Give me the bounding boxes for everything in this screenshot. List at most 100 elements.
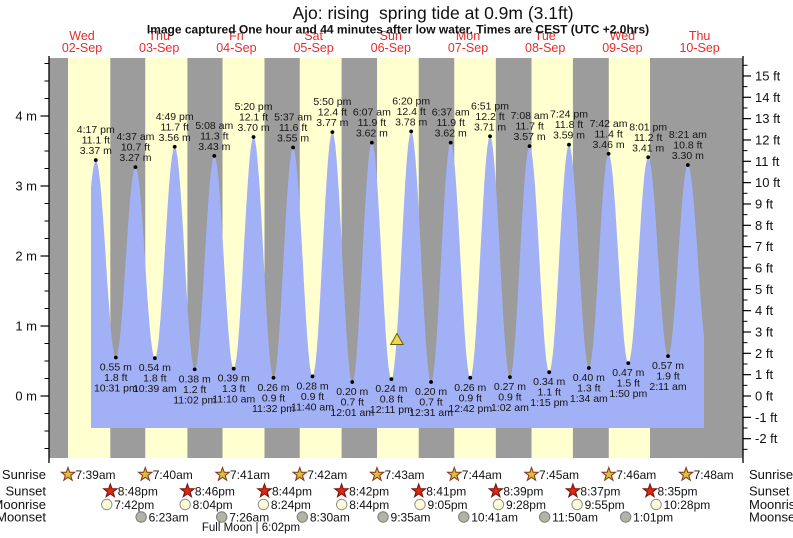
day-label: Fri 04-Sep: [216, 29, 256, 55]
tide-curve: [91, 131, 704, 428]
tide-point-dot: [567, 142, 571, 147]
moonset-row-label-left: Moonset: [0, 510, 46, 525]
day-label: Wed 02-Sep: [62, 29, 102, 55]
sunset-star-icon: [487, 482, 505, 499]
y-axis-right-tick-label: 11 ft: [755, 154, 780, 169]
y-axis-right-tick-label: 8 ft: [755, 218, 773, 233]
y-axis-right-tick-label: 10 ft: [755, 175, 781, 190]
high-tide-label: 6:37 am 11.9 ft 3.62 m: [432, 107, 470, 140]
moonrise-time: 9:05pm: [428, 498, 468, 512]
moonset-time: 10:41am: [471, 511, 518, 525]
full-moon-note: Full Moon | 6:02pm: [202, 522, 300, 534]
tide-point-dot: [389, 377, 394, 382]
tide-point-dot: [310, 374, 315, 379]
sunrise-time: 7:45am: [539, 468, 579, 482]
high-tide-label: 7:08 am 11.7 ft 3.57 m: [511, 110, 549, 143]
sunset-time: 8:46pm: [195, 485, 235, 499]
tide-point-dot: [172, 144, 177, 149]
sunrise-time: 7:44am: [462, 468, 502, 482]
tide-point-dot: [350, 380, 355, 384]
sun-moon-rows: Sunrise Sunrise 7:39am 7:40am 7:41am 7:42am 7:…: [0, 465, 793, 525]
y-axis-right-tick-label: 4 ft: [755, 303, 773, 318]
tide-point-dot: [586, 366, 591, 370]
low-tide-label: 0.20 m 0.7 ft 12:01 am: [330, 386, 374, 419]
day-label: Sat 05-Sep: [293, 29, 333, 55]
y-axis-right-tick-label: 7 ft: [755, 239, 773, 254]
high-tide-label: 5:08 am 11.3 ft 3.43 m: [195, 120, 233, 153]
sunset-star-icon: [179, 482, 196, 499]
chart-subtitle: Image captured One hour and 44 minutes a…: [147, 23, 649, 37]
moonrise-time: 8:04pm: [193, 498, 233, 512]
tide-point-dot: [488, 134, 492, 139]
tide-point-dot: [527, 144, 532, 149]
high-tide-label: 4:49 pm 11.7 ft 3.56 m: [156, 111, 194, 144]
moonset-time: 1:01pm: [633, 511, 673, 525]
tide-point-dot: [192, 367, 197, 372]
moonset-time: 8:30am: [310, 511, 350, 525]
moonset-circle-icon: [296, 511, 309, 523]
sunset-row-label-left: Sunset: [6, 484, 47, 499]
sunrise-time: 7:39am: [76, 468, 116, 482]
high-tide-label: 7:42 am 11.4 ft 3.46 m: [590, 118, 628, 151]
moonrise-time: 8:24pm: [271, 498, 311, 512]
moonrise-time: 9:55pm: [585, 498, 625, 512]
moonrise-row-label-left: Moonrise: [0, 497, 46, 512]
tide-point-dot: [508, 375, 512, 379]
y-axis-right-tick-label: -1 ft: [755, 410, 778, 425]
moonset-circle-icon: [458, 511, 470, 523]
y-axis-left-tick-label: 3 m: [15, 179, 37, 194]
high-tide-label: 4:37 am 10.7 ft 3.27 m: [116, 131, 154, 164]
day-label: Tue 08-Sep: [525, 29, 565, 55]
moonset-circle-icon: [135, 511, 147, 523]
tide-point-dot: [626, 361, 631, 365]
tide-point-dot: [291, 145, 295, 150]
day-label: Wed 09-Sep: [602, 29, 642, 55]
sunset-star-icon: [256, 482, 273, 499]
moonrise-circle-icon: [571, 498, 583, 511]
tide-point-dot: [429, 380, 433, 384]
sunset-time: 8:42pm: [349, 485, 389, 499]
sunset-star-icon: [410, 482, 427, 499]
tide-point-dot: [468, 375, 473, 380]
low-tide-label: 0.26 m 0.9 ft 11:32 pm: [252, 382, 295, 415]
y-axis-right-tick-label: 3 ft: [755, 324, 773, 339]
low-tide-label: 0.57 m 1.9 ft 2:11 am: [649, 360, 686, 393]
tide-point-dot: [409, 129, 414, 134]
low-tide-label: 0.24 m 0.8 ft 12:11 pm: [370, 383, 413, 416]
tide-point-dot: [251, 135, 256, 139]
low-tide-label: 0.40 m 1.3 ft 1:34 am: [570, 372, 608, 405]
sunset-star-icon: [102, 482, 119, 499]
tide-point-dot: [666, 354, 670, 358]
y-axis-right-tick-label: 14 ft: [755, 90, 781, 105]
sunrise-star-icon: [600, 465, 617, 482]
moonset-time: 6:23am: [149, 511, 189, 525]
tide-point-dot: [330, 130, 335, 135]
sunset-time: 8:37pm: [580, 485, 620, 499]
moonset-circle-icon: [216, 511, 228, 523]
y-axis-right-tick-label: -2 ft: [755, 431, 778, 446]
sunrise-star-icon: [446, 465, 463, 482]
sunrise-star-icon: [137, 465, 154, 482]
low-tide-label: 0.28 m 0.9 ft 11:40 am: [291, 380, 334, 413]
tide-point-dot: [547, 370, 552, 375]
high-tide-label: 4:17 pm 11.1 ft 3.37 m: [77, 124, 115, 157]
tide-curve-area: [91, 131, 704, 428]
y-axis-right-tick-label: 1 ft: [755, 367, 773, 382]
moonset-time: 11:50am: [552, 511, 598, 525]
moonset-time: 9:35am: [391, 511, 431, 525]
high-tide-label: 6:51 pm 12.2 ft 3.71 m: [471, 100, 509, 133]
moonset-time: 7:26am: [229, 511, 269, 525]
moonrise-circle-icon: [492, 498, 505, 511]
sunrise-time: 7:48am: [694, 468, 734, 482]
tide-point-dot: [113, 355, 118, 360]
day-label: Sun 06-Sep: [371, 29, 411, 55]
low-tide-label: 0.27 m 0.9 ft 1:02 am: [491, 381, 529, 414]
moonrise-circle-icon: [414, 498, 426, 511]
y-axis-left-tick-label: 4 m: [15, 109, 37, 124]
sunset-time: 8:35pm: [658, 485, 698, 499]
tide-point-dot: [606, 151, 611, 156]
sunrise-star-icon: [368, 465, 386, 482]
tide-point-dot: [271, 375, 276, 380]
sunrise-star-icon: [677, 465, 695, 482]
